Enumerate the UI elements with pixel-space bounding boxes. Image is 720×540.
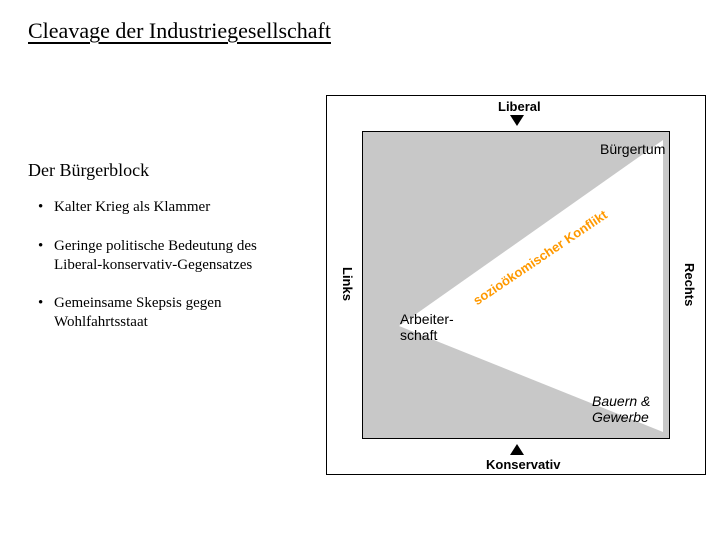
marker-top-icon: [510, 115, 524, 126]
axis-bottom: Konservativ: [486, 457, 560, 472]
arb-line1: Arbeiter-: [400, 311, 454, 327]
corner-top-right: Bürgertum: [600, 141, 665, 157]
list-item: Geringe politische Bedeutung des Liberal…: [38, 237, 308, 275]
list-item: Gemeinsame Skepsis gegen Wohlfahrtsstaat: [38, 294, 308, 332]
page-title: Cleavage der Industriegesellschaft: [28, 18, 331, 44]
bg-line1: Bauern &: [592, 393, 650, 409]
arb-line2: schaft: [400, 327, 437, 343]
marker-bottom-icon: [510, 444, 524, 455]
axis-right: Rechts: [682, 263, 697, 306]
corner-bottom-right: Bauern & Gewerbe: [592, 393, 650, 425]
bg-line2: Gewerbe: [592, 409, 649, 425]
axis-left: Links: [340, 267, 355, 301]
bullet-list: Kalter Krieg als Klammer Geringe politis…: [38, 198, 308, 352]
axis-top: Liberal: [498, 99, 541, 114]
corner-bottom-left: Arbeiter- schaft: [400, 311, 454, 343]
section-subtitle: Der Bürgerblock: [28, 160, 149, 181]
list-item: Kalter Krieg als Klammer: [38, 198, 308, 217]
cleavage-diagram: Liberal Konservativ Links Rechts Bürgert…: [326, 95, 706, 475]
